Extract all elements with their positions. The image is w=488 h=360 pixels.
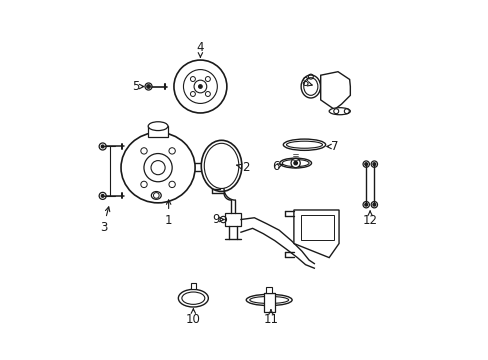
Circle shape [198,85,202,88]
Ellipse shape [178,289,208,307]
Bar [263,293,274,312]
Bar [190,283,196,289]
Text: 5: 5 [132,80,143,93]
Circle shape [293,161,297,165]
Text: 10: 10 [185,309,201,326]
Text: 3: 3 [100,207,109,234]
Circle shape [146,85,150,88]
Circle shape [101,194,104,197]
Text: 12: 12 [362,211,377,227]
Ellipse shape [148,122,167,131]
Bar [148,126,167,137]
Text: 11: 11 [263,310,278,326]
Circle shape [364,203,367,206]
Circle shape [290,158,300,168]
Bar [225,213,241,226]
Ellipse shape [279,158,311,168]
Bar [300,215,334,240]
Circle shape [372,203,375,206]
Polygon shape [293,210,338,258]
Ellipse shape [246,294,291,306]
Circle shape [364,163,367,166]
Circle shape [101,145,104,148]
Text: 8: 8 [301,76,311,90]
Text: 9: 9 [212,213,224,226]
Circle shape [174,60,226,113]
Ellipse shape [301,75,320,98]
Ellipse shape [151,192,161,199]
Ellipse shape [121,132,195,203]
Text: 1: 1 [164,200,172,227]
Bar [266,287,271,293]
Ellipse shape [283,139,325,150]
Text: 4: 4 [196,41,203,57]
Ellipse shape [201,140,242,192]
Ellipse shape [328,108,349,115]
Text: 2: 2 [236,161,249,174]
Text: 7: 7 [326,140,338,153]
Text: 6: 6 [271,160,282,173]
Polygon shape [320,72,349,109]
Circle shape [143,153,172,182]
Circle shape [372,163,375,166]
